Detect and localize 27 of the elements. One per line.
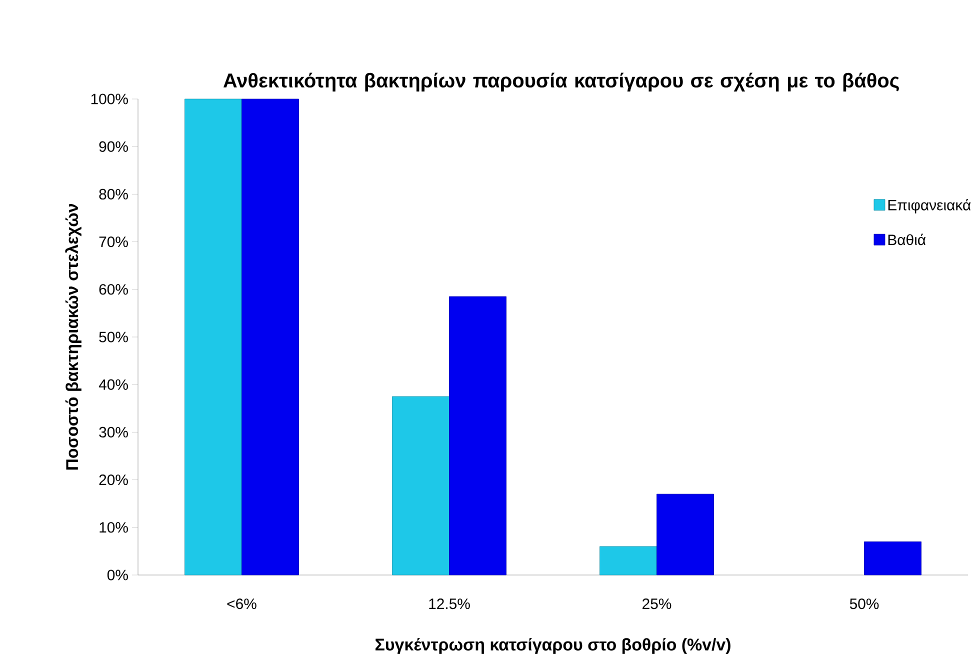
y-tick-label: 30% bbox=[99, 426, 128, 438]
y-tick-label: 0% bbox=[107, 570, 128, 580]
chart-title: Ανθεκτικότητα βακτηρίων παρουσία κατσίγαρου σε σχέση με το βάθος bbox=[223, 72, 899, 92]
x-axis-title: Συγκέντρωση κατσίγαρου στο βοθρίο (%v/v) bbox=[376, 638, 730, 654]
y-tick-label: 90% bbox=[99, 141, 128, 152]
y-axis-title: Ποσοστό βακτηριακών στελεχών bbox=[65, 204, 82, 470]
x-tick-label: 12.5% bbox=[429, 598, 470, 610]
x-tick-label: 50% bbox=[850, 598, 879, 610]
bar bbox=[864, 541, 922, 576]
y-tick-label: 10% bbox=[100, 522, 128, 533]
bar bbox=[600, 546, 657, 576]
y-tick-label: 70% bbox=[99, 236, 128, 248]
y-tick-label: 20% bbox=[99, 474, 128, 486]
x-tick-label: <6% bbox=[227, 598, 256, 610]
bar bbox=[656, 494, 714, 576]
legend-label: Επιφανειακά bbox=[888, 199, 971, 214]
y-tick-label: 100% bbox=[91, 94, 128, 104]
y-tick-label: 50% bbox=[99, 332, 128, 342]
bar bbox=[449, 296, 506, 576]
bar bbox=[184, 98, 242, 576]
y-tick-label: 80% bbox=[99, 188, 128, 200]
bar bbox=[392, 396, 450, 576]
x-tick-label: 25% bbox=[642, 598, 672, 610]
y-tick-label: 40% bbox=[98, 379, 128, 390]
bar bbox=[242, 98, 299, 576]
y-tick-label: 60% bbox=[99, 284, 128, 295]
legend-label: Βαθιά bbox=[888, 234, 926, 246]
